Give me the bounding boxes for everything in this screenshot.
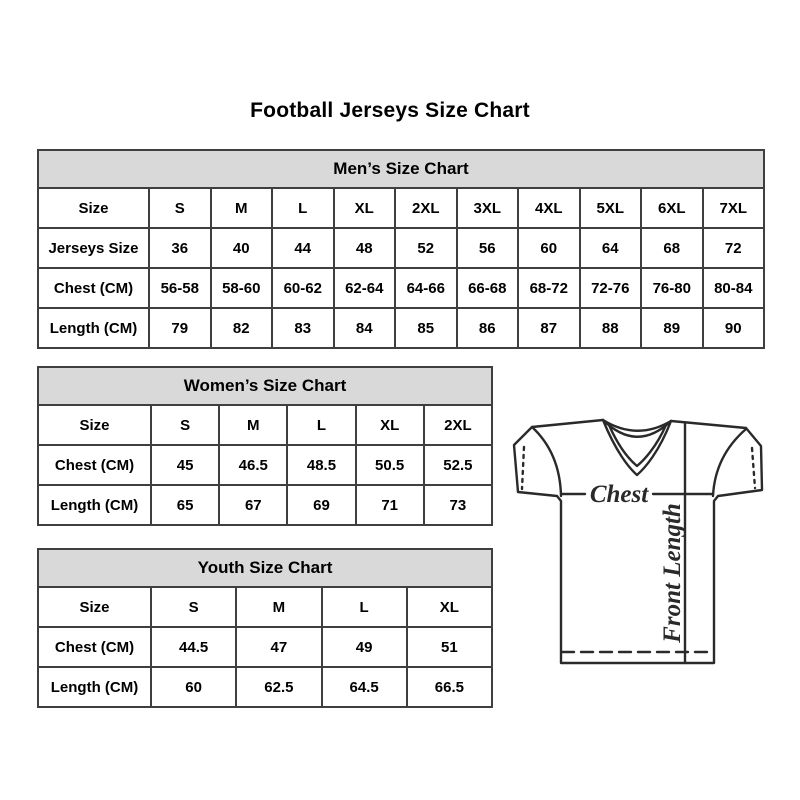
page-title: Football Jerseys Size Chart	[250, 99, 530, 122]
table-cell: 7XL	[701, 187, 765, 229]
table-cell: L	[320, 586, 408, 628]
table-cell: 51	[405, 626, 494, 668]
table-cell: 36	[148, 227, 212, 269]
table-cell: 85	[394, 307, 458, 349]
table-cell: 56	[455, 227, 519, 269]
table-cell: 47	[235, 626, 323, 668]
right-sleeve-stitch	[750, 446, 757, 490]
table-cell: 67	[218, 484, 289, 526]
row-label: Length (CM)	[37, 484, 152, 526]
table-cell: XL	[354, 404, 425, 446]
table-cell: 65	[149, 484, 221, 526]
jersey-diagram: Chest Front Length	[512, 418, 764, 665]
table-cell: 60-62	[271, 267, 335, 309]
table-cell: 58-60	[209, 267, 273, 309]
front-length-label: Front Length	[659, 503, 686, 644]
table-cell: L	[286, 404, 357, 446]
chest-label: Chest	[590, 481, 649, 508]
table-cell: 3XL	[455, 187, 519, 229]
table-cell: 46.5	[218, 444, 289, 486]
table-cell: 2XL	[422, 404, 494, 446]
table-cell: 62.5	[235, 666, 323, 708]
table-cell: 87	[517, 307, 581, 349]
mens-size-chart-table: Men’s Size Chart Size S M L XL 2XL 3XL 4…	[37, 149, 765, 349]
youth-size-chart-table: Youth Size Chart Size S M L XL Chest (CM…	[37, 548, 494, 708]
table-cell: 62-64	[332, 267, 396, 309]
table-cell: S	[149, 586, 238, 628]
row-label: Size	[37, 404, 152, 446]
row-label: Chest (CM)	[37, 267, 150, 309]
table-cell: 45	[149, 444, 221, 486]
collar-arc-outer	[601, 418, 673, 432]
row-label: Size	[37, 586, 152, 628]
table-cell: M	[209, 187, 273, 229]
vneck-outer	[601, 418, 673, 477]
table-cell: 84	[332, 307, 396, 349]
table-cell: XL	[405, 586, 494, 628]
table-cell: 64.5	[320, 666, 408, 708]
table-cell: 82	[209, 307, 273, 349]
table-cell: 66.5	[405, 666, 494, 708]
row-label: Jerseys Size	[37, 227, 150, 269]
table-title: Youth Size Chart	[37, 548, 493, 588]
table-cell: M	[235, 586, 323, 628]
table-cell: 86	[455, 307, 519, 349]
table-cell: 68	[640, 227, 704, 269]
table-cell: 48.5	[286, 444, 357, 486]
table-cell: 89	[640, 307, 704, 349]
left-armhole-seam	[530, 425, 563, 498]
table-cell: 44.5	[149, 626, 238, 668]
table-cell: 6XL	[640, 187, 704, 229]
left-sleeve-stitch	[520, 445, 526, 491]
table-cell: M	[218, 404, 289, 446]
table-cell: 90	[701, 307, 765, 349]
womens-size-chart-table: Women’s Size Chart Size S M L XL 2XL Che…	[37, 366, 494, 526]
jersey-outline	[512, 418, 764, 665]
table-cell: 83	[271, 307, 335, 349]
table-cell: 49	[320, 626, 408, 668]
table-cell: 2XL	[394, 187, 458, 229]
table-cell: 56-58	[148, 267, 212, 309]
table-cell: 50.5	[354, 444, 425, 486]
table-cell: 48	[332, 227, 396, 269]
row-label: Chest (CM)	[37, 626, 152, 668]
row-label: Size	[37, 187, 150, 229]
table-cell: 64-66	[394, 267, 458, 309]
right-armhole-seam	[711, 427, 748, 498]
table-cell: S	[149, 404, 221, 446]
table-cell: 79	[148, 307, 212, 349]
table-title: Women’s Size Chart	[37, 366, 493, 406]
table-cell: 68-72	[517, 267, 581, 309]
table-cell: 69	[286, 484, 357, 526]
table-cell: 4XL	[517, 187, 581, 229]
table-cell: 52.5	[422, 444, 494, 486]
table-cell: 76-80	[640, 267, 704, 309]
table-cell: 66-68	[455, 267, 519, 309]
table-cell: 60	[149, 666, 238, 708]
table-cell: 60	[517, 227, 581, 269]
row-label: Length (CM)	[37, 307, 150, 349]
table-cell: 80-84	[701, 267, 765, 309]
table-cell: 72	[701, 227, 765, 269]
row-label: Length (CM)	[37, 666, 152, 708]
table-cell: 72-76	[578, 267, 642, 309]
row-label: Chest (CM)	[37, 444, 152, 486]
table-cell: XL	[332, 187, 396, 229]
table-cell: 52	[394, 227, 458, 269]
table-cell: 64	[578, 227, 642, 269]
table-cell: 44	[271, 227, 335, 269]
table-title: Men’s Size Chart	[37, 149, 765, 189]
table-cell: S	[148, 187, 212, 229]
table-cell: 5XL	[578, 187, 642, 229]
vneck-inner	[607, 423, 668, 468]
table-cell: 40	[209, 227, 273, 269]
table-cell: 88	[578, 307, 642, 349]
table-cell: L	[271, 187, 335, 229]
table-cell: 73	[422, 484, 494, 526]
table-cell: 71	[354, 484, 425, 526]
